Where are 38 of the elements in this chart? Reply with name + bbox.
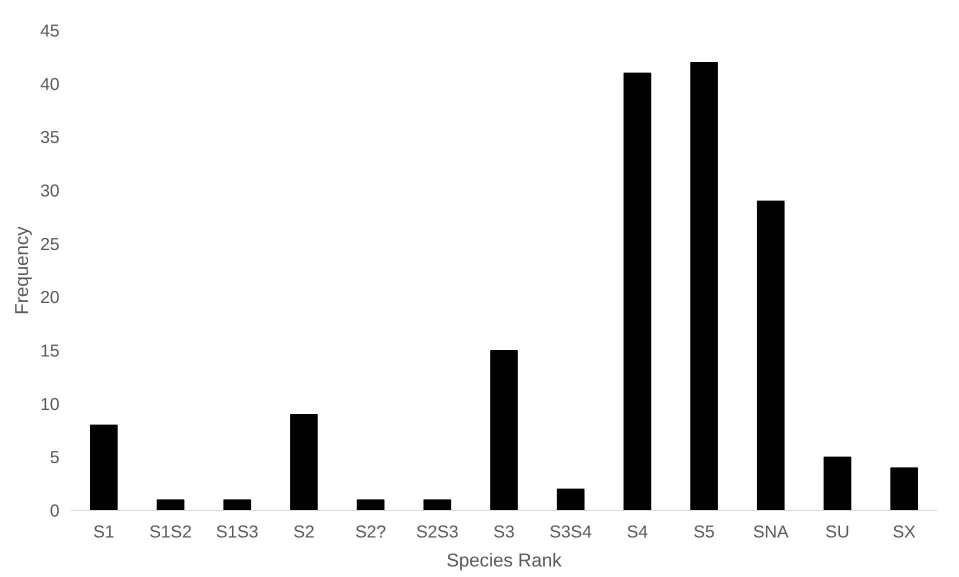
y-tick-label: 0 <box>50 500 60 520</box>
bar <box>490 350 518 510</box>
bar <box>423 499 452 510</box>
bar <box>890 467 918 510</box>
y-tick-label: 35 <box>40 127 60 148</box>
bar <box>156 499 184 510</box>
y-axis-title: Frequency <box>11 226 32 315</box>
y-tick-label: 15 <box>40 340 60 360</box>
bar <box>90 424 118 510</box>
y-tick-label: 20 <box>40 287 60 308</box>
x-tick-label: S3 <box>493 522 515 542</box>
x-tick-label: SX <box>892 522 916 542</box>
x-tick-label: SNA <box>752 522 790 542</box>
bar <box>290 414 318 510</box>
x-tick-label: S1 <box>93 522 114 542</box>
y-tick-label: 25 <box>40 234 60 254</box>
bar <box>690 62 718 510</box>
bar <box>624 72 652 510</box>
bar <box>756 200 785 510</box>
x-tick-label: S4 <box>626 522 648 542</box>
x-tick-label: S3S4 <box>549 522 592 542</box>
bar <box>556 488 585 510</box>
x-tick-label: S2S3 <box>416 522 459 542</box>
x-tick-label: SU <box>825 522 850 542</box>
y-tick-label: 30 <box>40 180 60 200</box>
x-tick-label: S5 <box>693 522 715 542</box>
y-tick-label: 5 <box>50 447 60 468</box>
x-axis-title: Species Rank <box>446 550 562 570</box>
y-tick-label: 45 <box>40 20 60 40</box>
bar <box>824 456 852 510</box>
x-tick-label: S1S2 <box>149 522 192 542</box>
y-tick-label: 10 <box>40 394 60 414</box>
y-tick-label: 40 <box>40 74 60 94</box>
bar <box>223 499 252 510</box>
x-tick-label: S1S3 <box>216 522 258 542</box>
x-tick-label: S2 <box>293 522 315 542</box>
x-tick-label: S2? <box>355 522 386 542</box>
bar <box>356 499 384 510</box>
